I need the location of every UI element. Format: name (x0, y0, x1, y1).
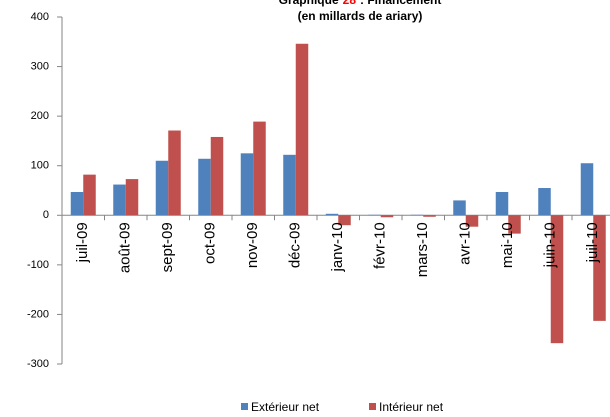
bar (283, 154, 296, 216)
chart-title: Graphique 28: Financement (279, 0, 442, 7)
x-tick-label: juin-10 (542, 222, 559, 268)
bar (70, 191, 84, 216)
x-tick-label: mars-10 (414, 222, 431, 277)
bar (295, 43, 309, 216)
chart-subtitle: (en millards de ariary) (298, 9, 423, 23)
x-tick-label: avr-10 (457, 222, 474, 265)
y-tick-label: 0 (43, 209, 49, 221)
bar (380, 215, 394, 218)
x-tick-label: août-09 (117, 222, 134, 273)
bar (253, 121, 266, 216)
bar (113, 184, 126, 216)
x-tick-label: sept-09 (159, 222, 176, 272)
bar (538, 188, 551, 216)
bar (423, 215, 436, 217)
bar (325, 213, 339, 216)
x-tick-label: oct-09 (202, 222, 219, 264)
y-tick-label: 400 (31, 11, 49, 23)
bar (338, 215, 351, 226)
x-tick-label: déc-09 (287, 222, 304, 268)
bar (210, 136, 224, 216)
x-tick-label: juil-10 (584, 222, 601, 263)
y-tick-label: -200 (27, 308, 49, 320)
legend-label: Extérieur net (251, 400, 320, 414)
y-tick-label: 200 (31, 110, 49, 122)
title-part: 28 (343, 0, 357, 7)
legend-swatch (241, 403, 248, 410)
bar (508, 215, 521, 234)
x-tick-label: janv-10 (329, 222, 346, 272)
bar (593, 215, 606, 321)
bar (495, 191, 509, 216)
bar (453, 200, 466, 216)
bar (580, 163, 594, 216)
y-tick-label: 100 (31, 160, 49, 172)
bar (550, 215, 564, 344)
bar (198, 158, 211, 216)
bar (125, 179, 139, 216)
bar (83, 174, 96, 216)
x-tick-label: juil-09 (74, 222, 91, 263)
bar (465, 215, 479, 227)
y-tick-label: 300 (31, 60, 49, 72)
legend-label: Intérieur net (379, 400, 444, 414)
bar (155, 160, 169, 216)
legend-swatch (369, 403, 376, 410)
y-tick-label: -300 (27, 358, 49, 370)
x-tick-label: févr-10 (372, 222, 389, 269)
bar (168, 130, 181, 216)
title-part: : Financement (360, 0, 441, 7)
title-part: Graphique (279, 0, 339, 7)
y-tick-label: -100 (27, 259, 49, 271)
bar (240, 153, 254, 216)
x-tick-label: mai-10 (499, 222, 516, 268)
x-tick-label: nov-09 (244, 222, 261, 268)
